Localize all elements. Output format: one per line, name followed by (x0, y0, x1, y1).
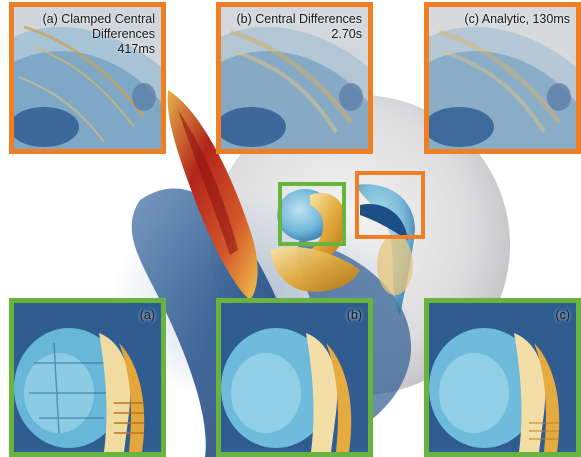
top-inset-c-caption: (c) Analytic, 130ms (464, 12, 570, 27)
bottom-inset-a: (a) (9, 298, 166, 457)
bottom-inset-a-caption: (a) (139, 308, 155, 322)
bottom-inset-b-image (221, 303, 368, 452)
caption-line: 417ms (117, 42, 155, 56)
bottom-inset-b-caption: (b) (346, 308, 362, 322)
bottom-inset-c-caption: (c) (555, 308, 570, 322)
green-zoom-marker (278, 182, 346, 246)
caption-line: (a) Clamped Central (42, 12, 155, 26)
orange-zoom-marker (355, 171, 425, 239)
top-inset-a-caption: (a) Clamped Central Differences 417ms (42, 12, 155, 57)
bottom-inset-a-image (14, 303, 161, 452)
top-inset-b: (b) Central Differences 2.70s (216, 2, 373, 154)
caption-line: 2.70s (331, 27, 362, 41)
top-inset-c-image (429, 7, 576, 149)
caption-line: (b) Central Differences (236, 12, 362, 26)
bottom-inset-c: (c) (424, 298, 581, 457)
top-inset-a-image (14, 7, 161, 149)
top-inset-b-caption: (b) Central Differences 2.70s (236, 12, 362, 42)
caption-line: Differences (92, 27, 155, 41)
bottom-inset-b: (b) (216, 298, 373, 457)
top-inset-c: (c) Analytic, 130ms (424, 2, 581, 154)
top-inset-a: (a) Clamped Central Differences 417ms (9, 2, 166, 154)
top-inset-b-image (221, 7, 368, 149)
bottom-inset-c-image (429, 303, 576, 452)
caption-line: (c) Analytic, 130ms (464, 12, 570, 26)
